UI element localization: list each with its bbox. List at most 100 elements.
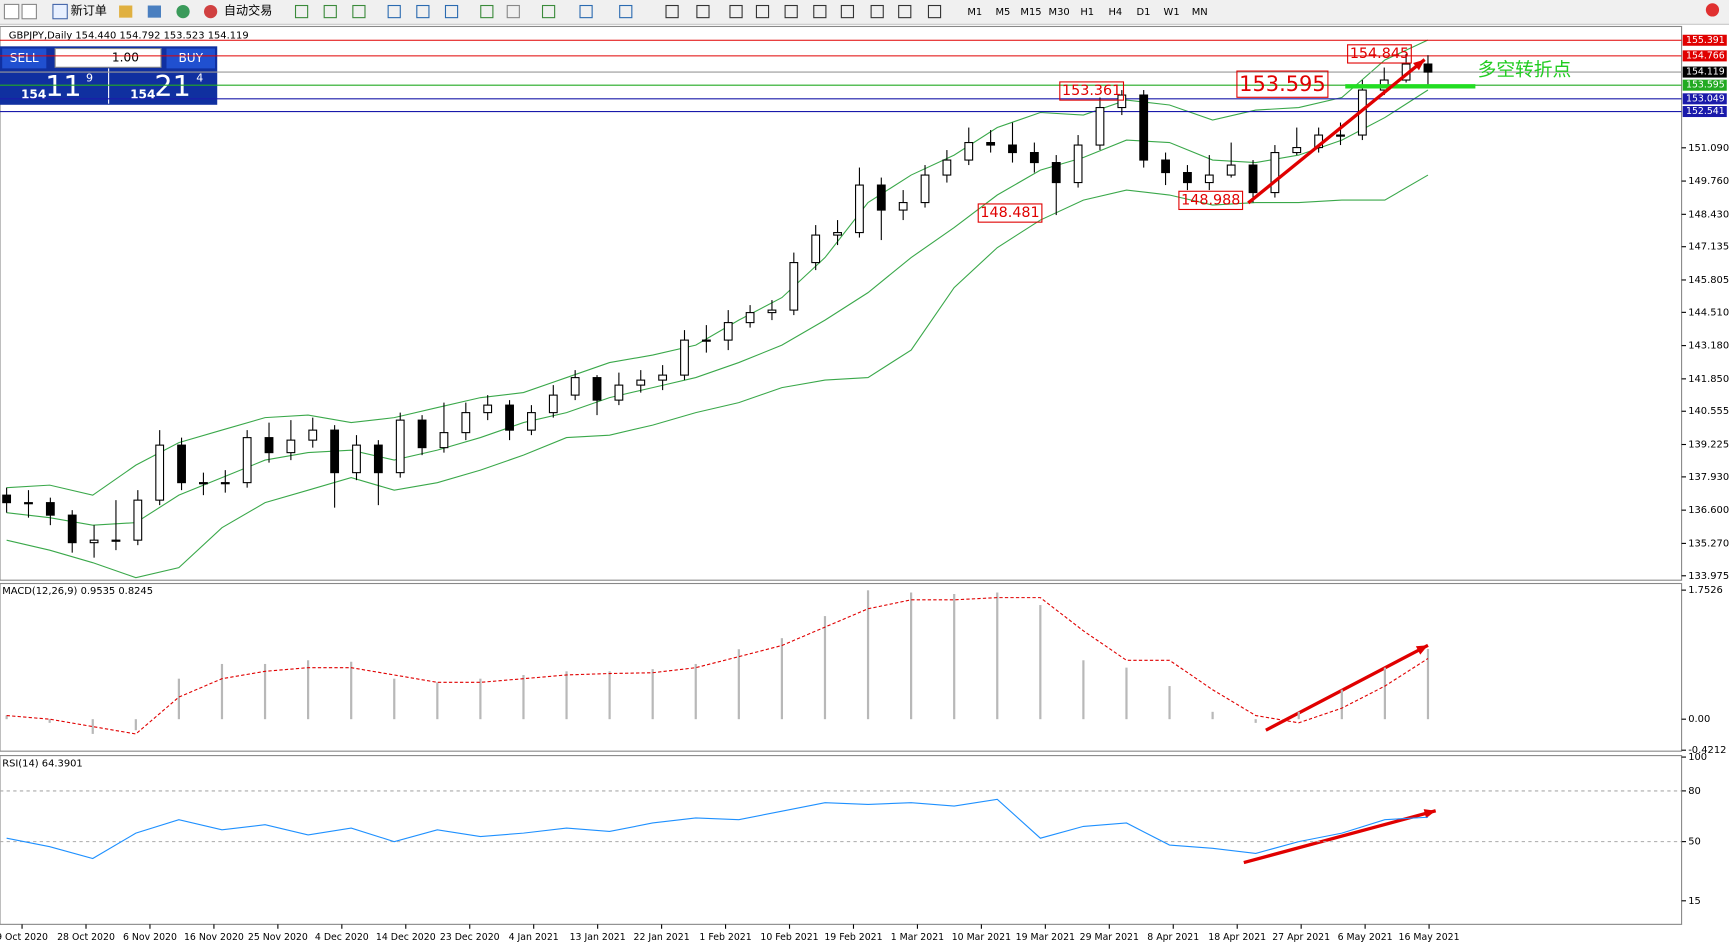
timeframe-button[interactable]: M15 (1020, 7, 1041, 18)
tool-icon[interactable] (696, 4, 710, 19)
tool-icon[interactable] (480, 4, 494, 19)
tool-icon[interactable] (665, 4, 679, 19)
date-label: 16 Nov 2020 (184, 932, 244, 942)
candle-body (330, 429, 340, 474)
icon[interactable] (21, 3, 37, 20)
bollinger-middle (6, 89, 1429, 526)
rsi-label: RSI(14) 64.3901 (2, 758, 83, 769)
tool-icon[interactable] (506, 4, 520, 19)
buy-button[interactable] (166, 48, 216, 69)
date-label: 25 Nov 2020 (248, 932, 308, 942)
icon[interactable] (147, 5, 161, 18)
candle-body (898, 202, 908, 211)
date-label: 13 Jan 2021 (570, 932, 626, 942)
timeframe-button[interactable]: M1 (967, 7, 982, 18)
icon[interactable] (52, 3, 68, 20)
price-level-box (1682, 93, 1727, 105)
tool-icon[interactable] (619, 4, 633, 19)
tool-icon[interactable] (755, 4, 770, 19)
macd-signal (6, 597, 1429, 735)
price-tick-label: 145.805 (1688, 275, 1729, 286)
tool-icon[interactable] (416, 4, 430, 19)
candle-body (1117, 94, 1127, 109)
macd-bar (177, 678, 181, 720)
price-level-label: 152.541 (1686, 106, 1725, 117)
buy-label: BUY (178, 51, 203, 65)
macd-bar (737, 649, 740, 720)
tool-icon[interactable] (729, 4, 743, 19)
price-level-label: 154.766 (1686, 50, 1725, 61)
candle-body (723, 322, 733, 341)
date-label: 27 Apr 2021 (1272, 932, 1330, 942)
icon[interactable] (176, 4, 190, 19)
candle-body (767, 309, 777, 314)
tool-icon[interactable] (444, 4, 459, 19)
timeframe-button[interactable]: H1 (1080, 7, 1094, 18)
timeframe-button[interactable]: W1 (1164, 7, 1180, 18)
candle-body (636, 379, 646, 386)
tool-icon[interactable] (813, 4, 827, 19)
buy-main: 21 (154, 69, 190, 103)
close: 154.119 (208, 30, 249, 41)
candle-body (505, 404, 514, 431)
tool-icon[interactable] (294, 4, 309, 19)
macd-bar (1340, 689, 1343, 720)
sell-button[interactable] (2, 48, 47, 69)
date-label: 1 Mar 2021 (891, 932, 944, 942)
lots-input[interactable] (54, 47, 162, 68)
candle-body (220, 482, 230, 485)
candle-body (89, 539, 99, 544)
macd-bar (910, 592, 913, 720)
price-level-box (1682, 66, 1727, 78)
price-level-label: 153.049 (1686, 93, 1725, 104)
annotation-box (1347, 44, 1412, 64)
timeframe-button[interactable]: M5 (995, 7, 1010, 18)
candle-body (680, 339, 689, 376)
icon[interactable] (203, 4, 218, 19)
macd-bar (1211, 711, 1214, 720)
icon[interactable] (119, 5, 133, 18)
timeframe-button[interactable]: M30 (1049, 7, 1070, 18)
price-tick-label: 137.930 (1688, 472, 1729, 483)
toolbar-button[interactable]: 新订单 (71, 3, 107, 18)
candle-body (45, 502, 55, 516)
candle-body (199, 482, 208, 485)
tool-icon[interactable] (579, 4, 593, 19)
tool-icon[interactable] (927, 4, 942, 19)
price-tick-label: 149.760 (1688, 176, 1729, 187)
tool-icon[interactable] (541, 4, 556, 19)
low: 153.523 (164, 30, 205, 41)
sell-big: 154 (21, 87, 46, 101)
tool-icon[interactable] (387, 4, 401, 19)
candle-body (1248, 164, 1258, 194)
date-label: 9 Oct 2020 (0, 932, 48, 942)
macd-bar (1082, 660, 1085, 720)
timeframe-button[interactable]: H4 (1108, 7, 1122, 18)
tool-icon[interactable] (352, 4, 366, 19)
price-level-box (1682, 34, 1727, 46)
arrow-head (1415, 645, 1428, 655)
timeframe-button[interactable]: D1 (1137, 7, 1151, 18)
alert-badge (1705, 3, 1720, 17)
candle-body (701, 339, 711, 342)
divider (108, 68, 110, 104)
date-label: 18 Apr 2021 (1208, 932, 1266, 942)
candle-body (461, 412, 471, 434)
icon[interactable] (3, 3, 20, 20)
macd-tick-label: 0.00 (1688, 714, 1710, 725)
tool-icon[interactable] (784, 4, 798, 19)
toolbar-button[interactable]: 自动交易 (224, 3, 273, 18)
date-label: 23 Dec 2020 (440, 932, 500, 942)
tool-icon[interactable] (898, 4, 912, 19)
timeframe-button[interactable]: MN (1192, 7, 1208, 18)
tool-icon[interactable] (840, 4, 855, 19)
date-label: 10 Feb 2021 (760, 932, 818, 942)
tool-icon[interactable] (323, 4, 337, 19)
candle-body (1139, 94, 1149, 161)
price-level-label: 154.119 (1686, 67, 1725, 78)
candle-body (1423, 63, 1433, 73)
candle-body (1095, 106, 1105, 146)
date-label: 19 Feb 2021 (824, 932, 882, 942)
tool-icon[interactable] (870, 4, 884, 19)
sell-main: 11 (45, 69, 81, 103)
